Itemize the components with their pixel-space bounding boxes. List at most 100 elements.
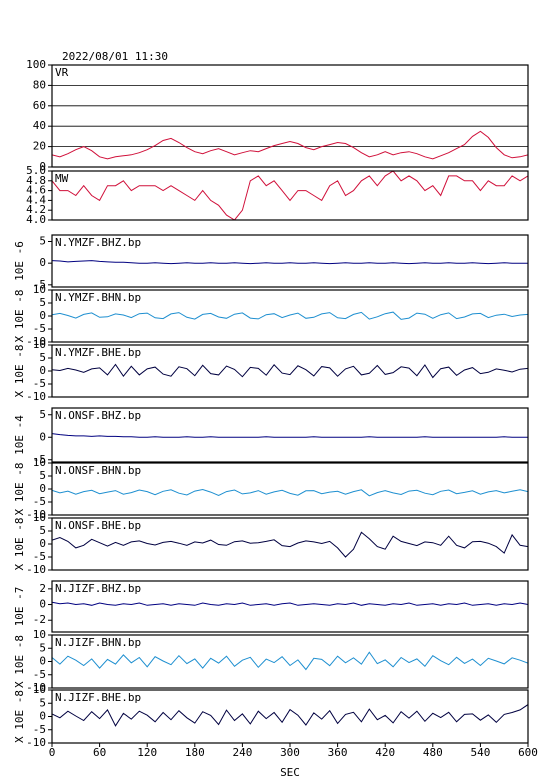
- chart-title: 2022/08/01 11:30: [62, 50, 168, 63]
- panel-frame: [51, 289, 529, 343]
- y-tick-label: 5: [39, 641, 46, 654]
- y-tick-label: 80: [33, 78, 46, 91]
- x-tick-label: 120: [137, 746, 157, 759]
- panel-label: N.YMZF.BHZ.bp: [55, 236, 141, 249]
- y-tick-label: 5: [39, 235, 46, 248]
- x-tick-label: 360: [328, 746, 348, 759]
- y-tick-label: 10: [33, 283, 46, 296]
- panel-label: N.YMZF.BHE.bp: [55, 346, 141, 359]
- x-axis-label: SEC: [280, 766, 300, 779]
- panel-label: N.JIZF.BHN.bp: [55, 636, 141, 649]
- waveform: [52, 488, 528, 497]
- y-axis-label: X 10E -8: [13, 635, 26, 688]
- y-axis-label: 10E -7: [13, 587, 26, 627]
- panel-frame: [51, 407, 529, 463]
- y-tick-label: 40: [33, 119, 46, 132]
- x-tick-label: 0: [49, 746, 56, 759]
- y-tick-label: -10: [26, 563, 46, 576]
- y-tick-label: 5: [39, 408, 46, 421]
- y-tick-label: 0: [39, 598, 46, 611]
- y-tick-label: 20: [33, 140, 46, 153]
- y-tick-label: -5: [33, 322, 46, 335]
- panel-frame: [51, 170, 529, 221]
- x-tick-label: 60: [93, 746, 106, 759]
- y-tick-label: -10: [26, 681, 46, 694]
- panel-label: N.ONSF.BHZ.bp: [55, 409, 141, 422]
- waveform: [52, 651, 528, 671]
- y-tick-label: -5: [33, 723, 46, 736]
- y-tick-label: 5: [39, 696, 46, 709]
- y-tick-label: 0: [39, 655, 46, 668]
- waveform: [52, 433, 528, 438]
- y-tick-label: 10: [33, 683, 46, 696]
- y-tick-label: 0: [39, 430, 46, 443]
- y-tick-label: 0: [39, 537, 46, 550]
- y-tick-label: -10: [26, 736, 46, 749]
- x-tick-label: 540: [470, 746, 490, 759]
- y-tick-label: 0: [39, 309, 46, 322]
- waveform: [52, 311, 528, 320]
- y-tick-label: -10: [26, 335, 46, 348]
- y-tick-label: 4.2: [26, 203, 46, 216]
- y-tick-label: -5: [33, 668, 46, 681]
- panel-label: VR: [55, 66, 69, 79]
- y-tick-label: 10: [33, 511, 46, 524]
- panel-label: N.YMZF.BHN.bp: [55, 291, 141, 304]
- panel-label: N.JIZF.BHZ.bp: [55, 582, 141, 595]
- y-tick-label: 4.0: [26, 213, 46, 226]
- y-tick-label: -2: [33, 613, 46, 626]
- waveform: [52, 130, 528, 160]
- y-tick-label: 0: [39, 160, 46, 173]
- y-tick-label: -5: [33, 377, 46, 390]
- y-tick-label: -5: [33, 550, 46, 563]
- y-tick-label: -5: [33, 278, 46, 291]
- panel-frame: [51, 517, 529, 571]
- panel-label: MW: [55, 172, 69, 185]
- x-tick-label: 300: [280, 746, 300, 759]
- y-axis-label: X 10E -8: [13, 518, 26, 571]
- x-tick-label: 240: [232, 746, 252, 759]
- waveform: [52, 531, 528, 558]
- waveform: [52, 260, 528, 265]
- x-tick-label: 180: [185, 746, 205, 759]
- waveform: [52, 601, 528, 606]
- y-tick-label: 4.6: [26, 184, 46, 197]
- y-tick-label: 2: [39, 582, 46, 595]
- waveform: [52, 363, 528, 379]
- y-axis-label: 10E -6: [13, 241, 26, 281]
- waveform: [52, 171, 528, 220]
- y-tick-label: 0: [39, 482, 46, 495]
- y-tick-label: 0: [39, 710, 46, 723]
- x-tick-label: 420: [375, 746, 395, 759]
- y-tick-label: 10: [33, 628, 46, 641]
- y-tick-label: 10: [33, 338, 46, 351]
- y-tick-label: -10: [26, 390, 46, 403]
- y-tick-label: 5: [39, 469, 46, 482]
- panel-frame: [51, 634, 529, 689]
- y-tick-label: 4.4: [26, 193, 46, 206]
- panel-frame: [51, 64, 529, 168]
- y-tick-label: -10: [26, 508, 46, 521]
- y-tick-label: 0: [39, 256, 46, 269]
- panel-label: N.ONSF.BHN.bp: [55, 464, 141, 477]
- y-axis-label: X 10E -8: [13, 290, 26, 343]
- x-tick-label: 600: [518, 746, 538, 759]
- y-axis-label: X 10E -8: [13, 690, 26, 743]
- y-tick-label: -5: [33, 453, 46, 466]
- y-tick-label: -5: [33, 495, 46, 508]
- y-tick-label: 10: [33, 456, 46, 469]
- panel-frame: [51, 462, 529, 516]
- panel-frame: [51, 234, 529, 288]
- y-axis-label: 10E -4: [13, 415, 26, 455]
- y-tick-label: 5: [39, 296, 46, 309]
- y-tick-label: 5: [39, 524, 46, 537]
- y-axis-label: X 10E -8: [13, 345, 26, 398]
- y-tick-label: 100: [26, 58, 46, 71]
- y-tick-label: 4.8: [26, 174, 46, 187]
- x-tick-label: 480: [423, 746, 443, 759]
- y-tick-label: 5: [39, 351, 46, 364]
- panel-frame: [51, 344, 529, 398]
- y-tick-label: 5.0: [26, 164, 46, 177]
- y-tick-label: 0: [39, 364, 46, 377]
